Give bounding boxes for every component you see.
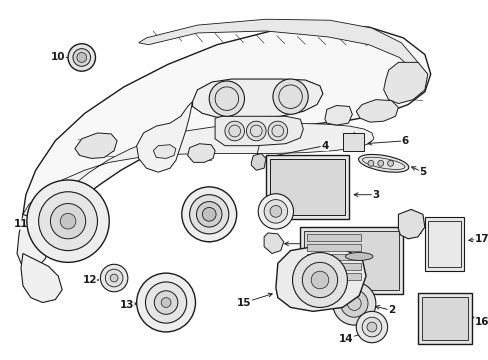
Circle shape (292, 253, 346, 307)
Polygon shape (215, 116, 303, 146)
Polygon shape (75, 133, 117, 158)
Text: 6: 6 (401, 136, 408, 146)
Text: 4: 4 (321, 141, 328, 151)
Circle shape (269, 206, 281, 217)
Circle shape (340, 290, 367, 317)
Circle shape (73, 49, 90, 66)
Text: 17: 17 (473, 234, 488, 244)
Polygon shape (251, 153, 265, 170)
Bar (306, 263, 361, 270)
Bar (417, 293, 471, 344)
Circle shape (50, 203, 85, 239)
Circle shape (367, 161, 373, 166)
Bar (304, 231, 399, 290)
Circle shape (182, 187, 236, 242)
Polygon shape (356, 100, 398, 122)
Bar (427, 221, 460, 267)
Bar (421, 297, 467, 340)
Circle shape (110, 274, 118, 282)
Polygon shape (136, 102, 192, 172)
Circle shape (202, 207, 216, 221)
Circle shape (100, 264, 127, 292)
Polygon shape (21, 253, 62, 302)
Circle shape (77, 53, 86, 62)
Bar (306, 253, 361, 260)
Circle shape (332, 282, 375, 325)
Circle shape (387, 161, 393, 166)
Polygon shape (383, 62, 427, 104)
Polygon shape (19, 25, 430, 265)
Bar (424, 217, 463, 271)
Circle shape (68, 44, 95, 71)
Text: 8: 8 (296, 209, 304, 219)
Text: 9: 9 (303, 239, 310, 249)
Bar (306, 234, 361, 241)
Text: 2: 2 (387, 305, 394, 315)
Circle shape (154, 291, 178, 314)
Polygon shape (17, 214, 48, 268)
Circle shape (161, 298, 171, 307)
Text: 11: 11 (14, 219, 28, 229)
Circle shape (302, 262, 337, 298)
Polygon shape (23, 123, 373, 229)
Bar (269, 159, 345, 215)
Circle shape (246, 121, 265, 141)
Circle shape (356, 311, 387, 343)
Bar (300, 227, 403, 294)
Polygon shape (153, 145, 176, 158)
Circle shape (267, 121, 287, 141)
Bar (342, 133, 364, 150)
Circle shape (366, 322, 376, 332)
Polygon shape (192, 79, 322, 118)
Circle shape (27, 180, 109, 262)
Circle shape (377, 161, 383, 166)
Polygon shape (138, 19, 417, 70)
Text: 7: 7 (188, 212, 196, 222)
Circle shape (196, 202, 222, 227)
Polygon shape (275, 247, 366, 311)
Text: 16: 16 (473, 317, 488, 327)
Polygon shape (324, 105, 352, 125)
Ellipse shape (345, 253, 372, 260)
Bar (306, 244, 361, 251)
Bar (306, 273, 361, 280)
Text: 5: 5 (418, 167, 426, 177)
Circle shape (105, 269, 122, 287)
Text: 13: 13 (120, 301, 134, 310)
Circle shape (362, 317, 381, 337)
Text: 18: 18 (444, 229, 459, 239)
Circle shape (189, 195, 228, 234)
Circle shape (224, 121, 244, 141)
Bar (265, 156, 349, 219)
Polygon shape (398, 210, 424, 239)
Circle shape (258, 194, 293, 229)
Circle shape (39, 192, 97, 251)
Text: 3: 3 (371, 190, 379, 200)
Text: 1: 1 (371, 244, 379, 254)
Ellipse shape (358, 154, 408, 172)
Text: 10: 10 (51, 53, 65, 63)
Circle shape (60, 213, 76, 229)
Polygon shape (187, 144, 215, 162)
Circle shape (136, 273, 195, 332)
Circle shape (145, 282, 186, 323)
Text: 12: 12 (82, 275, 97, 285)
Circle shape (310, 271, 328, 289)
Polygon shape (264, 233, 283, 253)
Circle shape (209, 81, 244, 116)
Circle shape (272, 79, 307, 114)
Circle shape (264, 199, 287, 223)
Text: 15: 15 (237, 297, 251, 307)
Text: 14: 14 (339, 334, 353, 344)
